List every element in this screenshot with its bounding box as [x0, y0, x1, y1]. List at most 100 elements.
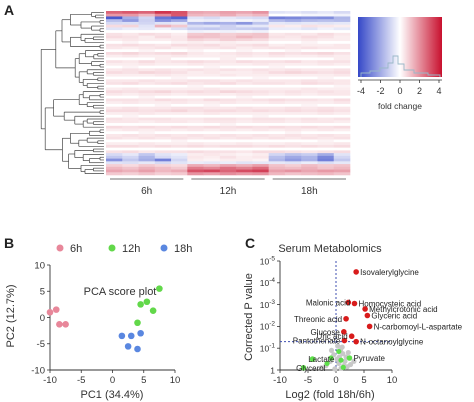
- heatmap-cell: [252, 54, 269, 58]
- heatmap-cell: [252, 93, 269, 97]
- heatmap-cell: [154, 30, 172, 34]
- heatmap-cell: [154, 49, 172, 53]
- heatmap-cell: [138, 150, 156, 154]
- heatmap-cell: [317, 106, 335, 110]
- heatmap-cell: [252, 76, 269, 80]
- heatmap-cell: [333, 158, 351, 162]
- heatmap-cell: [236, 147, 253, 151]
- heatmap-cell: [122, 155, 139, 159]
- heatmap-cell: [138, 38, 156, 42]
- heatmap-cell: [252, 57, 269, 61]
- heatmap-cell: [106, 134, 123, 138]
- heatmap-cell: [138, 24, 156, 28]
- heatmap-cell: [138, 117, 156, 121]
- heatmap-cell: [122, 49, 139, 53]
- heatmap-cell: [122, 131, 139, 135]
- heatmap-cell: [138, 95, 156, 99]
- heatmap-cell: [219, 38, 237, 42]
- heatmap-cell: [154, 27, 172, 31]
- heatmap-cell: [171, 19, 188, 23]
- heatmap-cell: [219, 101, 237, 105]
- heatmap-cell: [236, 73, 253, 77]
- heatmap-cell: [203, 71, 221, 75]
- heatmap-cell: [138, 142, 156, 146]
- heatmap-cell: [171, 73, 188, 77]
- heatmap-cell: [301, 172, 318, 176]
- heatmap-cell: [236, 32, 253, 36]
- heatmap-cell: [171, 164, 188, 168]
- heatmap-cell: [154, 106, 172, 110]
- pca-x-label: PC1 (34.4%): [81, 389, 144, 401]
- heatmap-cell: [203, 38, 221, 42]
- volcano-point-other: [347, 361, 354, 368]
- pca-x-tick-label: 5: [141, 375, 146, 386]
- heatmap-cell: [154, 128, 172, 132]
- heatmap-cell: [252, 90, 269, 94]
- heatmap-cell: [301, 65, 318, 69]
- heatmap-cell: [138, 52, 156, 56]
- heatmap-cell: [219, 98, 237, 102]
- heatmap-cell: [219, 106, 237, 110]
- heatmap-cell: [154, 13, 172, 17]
- heatmap-cell: [106, 62, 123, 66]
- heatmap-cell: [268, 147, 286, 151]
- heatmap-cell: [268, 131, 286, 135]
- heatmap-cell: [219, 117, 237, 121]
- heatmap-cell: [154, 103, 172, 107]
- heatmap-cell: [122, 84, 139, 88]
- heatmap-cell: [236, 16, 253, 20]
- heatmap-cell: [252, 35, 269, 39]
- heatmap-cell: [122, 35, 139, 39]
- heatmap-cell: [317, 98, 335, 102]
- volcano-point-label: Pantothenate: [293, 337, 341, 346]
- heatmap-cell: [154, 38, 172, 42]
- heatmap-cell: [171, 38, 188, 42]
- heatmap-cell: [187, 71, 204, 75]
- heatmap-cell: [122, 147, 139, 151]
- heatmap-cell: [219, 112, 237, 116]
- heatmap-cell: [301, 134, 318, 138]
- volcano-point: [309, 356, 316, 362]
- heatmap-cell: [301, 52, 318, 56]
- heatmap-cell: [252, 123, 269, 127]
- heatmap-cell: [203, 150, 221, 154]
- heatmap-cell: [122, 30, 139, 34]
- heatmap-cell: [187, 16, 204, 20]
- heatmap-cell: [268, 46, 286, 50]
- heatmap-cell: [187, 54, 204, 58]
- heatmap-cell: [171, 11, 188, 15]
- volcano-point-other: [318, 365, 325, 371]
- heatmap-cell: [236, 62, 253, 66]
- heatmap-cell: [268, 125, 286, 129]
- heatmap-cell: [252, 101, 269, 105]
- heatmap-cell: [122, 103, 139, 107]
- heatmap-cell: [317, 87, 335, 91]
- heatmap-cell: [268, 164, 286, 168]
- heatmap-cell: [268, 161, 286, 165]
- volcano-point-label: Pyruvate: [353, 354, 385, 363]
- heatmap-cell: [219, 134, 237, 138]
- heatmap-cell: [203, 103, 221, 107]
- heatmap-cell: [187, 24, 204, 28]
- volcano-point-label: Threonic acid: [294, 315, 342, 324]
- heatmap-cell: [154, 147, 172, 151]
- heatmap-cell: [187, 57, 204, 61]
- heatmap-cell: [317, 139, 335, 143]
- heatmap-cell: [284, 150, 302, 154]
- heatmap-cell: [301, 142, 318, 146]
- heatmap-cell: [219, 139, 237, 143]
- heatmap-cell: [236, 93, 253, 97]
- heatmap-cell: [106, 68, 123, 72]
- heatmap-cell: [284, 16, 302, 20]
- heatmap-cell: [268, 65, 286, 69]
- heatmap-cell: [317, 71, 335, 75]
- volcano-point-label: Homocysteic acid: [358, 300, 421, 309]
- heatmap-cell: [154, 19, 172, 23]
- heatmap-cell: [268, 90, 286, 94]
- heatmap-cell: [236, 158, 253, 162]
- heatmap-cell: [154, 41, 172, 45]
- heatmap-cell: [252, 32, 269, 36]
- heatmap-cell: [252, 84, 269, 88]
- heatmap-cell: [171, 49, 188, 53]
- heatmap-cell: [219, 136, 237, 140]
